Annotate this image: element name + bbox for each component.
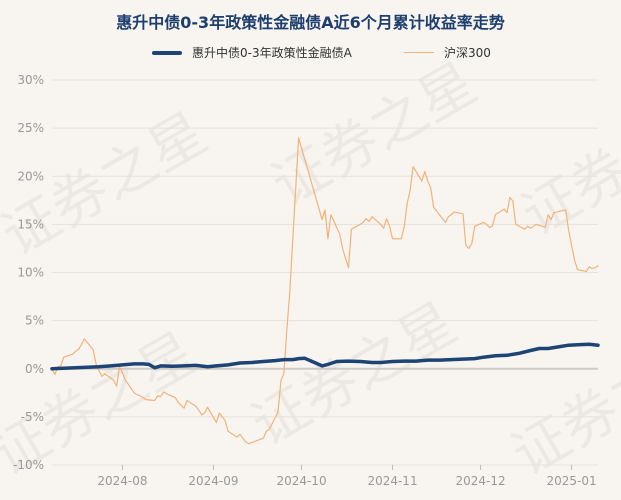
y-tick-label: 5% — [25, 314, 44, 328]
chart-title: 惠升中债0-3年政策性金融债A近6个月累计收益率走势 — [116, 13, 505, 32]
legend-item-fund: 惠升中债0-3年政策性金融债A — [152, 44, 352, 61]
x-tick-label: 2024-10 — [276, 474, 326, 488]
x-tick-label: 2024-12 — [456, 474, 506, 488]
x-tick-label: 2024-09 — [188, 474, 238, 488]
y-tick-label: 10% — [17, 266, 44, 280]
legend-item-index: 沪深300 — [404, 44, 491, 61]
x-tick-label: 2024-11 — [367, 474, 417, 488]
legend-swatch-fund — [152, 50, 182, 55]
x-tick-label: 2025-01 — [547, 474, 597, 488]
legend: 惠升中债0-3年政策性金融债A 沪深300 — [0, 44, 621, 62]
y-tick-label: -5% — [21, 410, 44, 424]
x-tick-label: 2024-08 — [97, 474, 147, 488]
legend-label-fund: 惠升中债0-3年政策性金融债A — [192, 46, 352, 60]
y-tick-label: 15% — [17, 217, 44, 231]
series-line-fund — [50, 342, 600, 371]
legend-swatch-index — [404, 52, 434, 53]
y-tick-label: 20% — [17, 169, 44, 183]
y-tick-label: 0% — [25, 362, 44, 376]
y-tick-label: -10% — [13, 458, 44, 472]
series-line-index — [51, 137, 599, 445]
y-tick-label: 25% — [17, 121, 44, 135]
legend-label-index: 沪深300 — [444, 46, 491, 60]
y-tick-label: 30% — [17, 73, 44, 87]
